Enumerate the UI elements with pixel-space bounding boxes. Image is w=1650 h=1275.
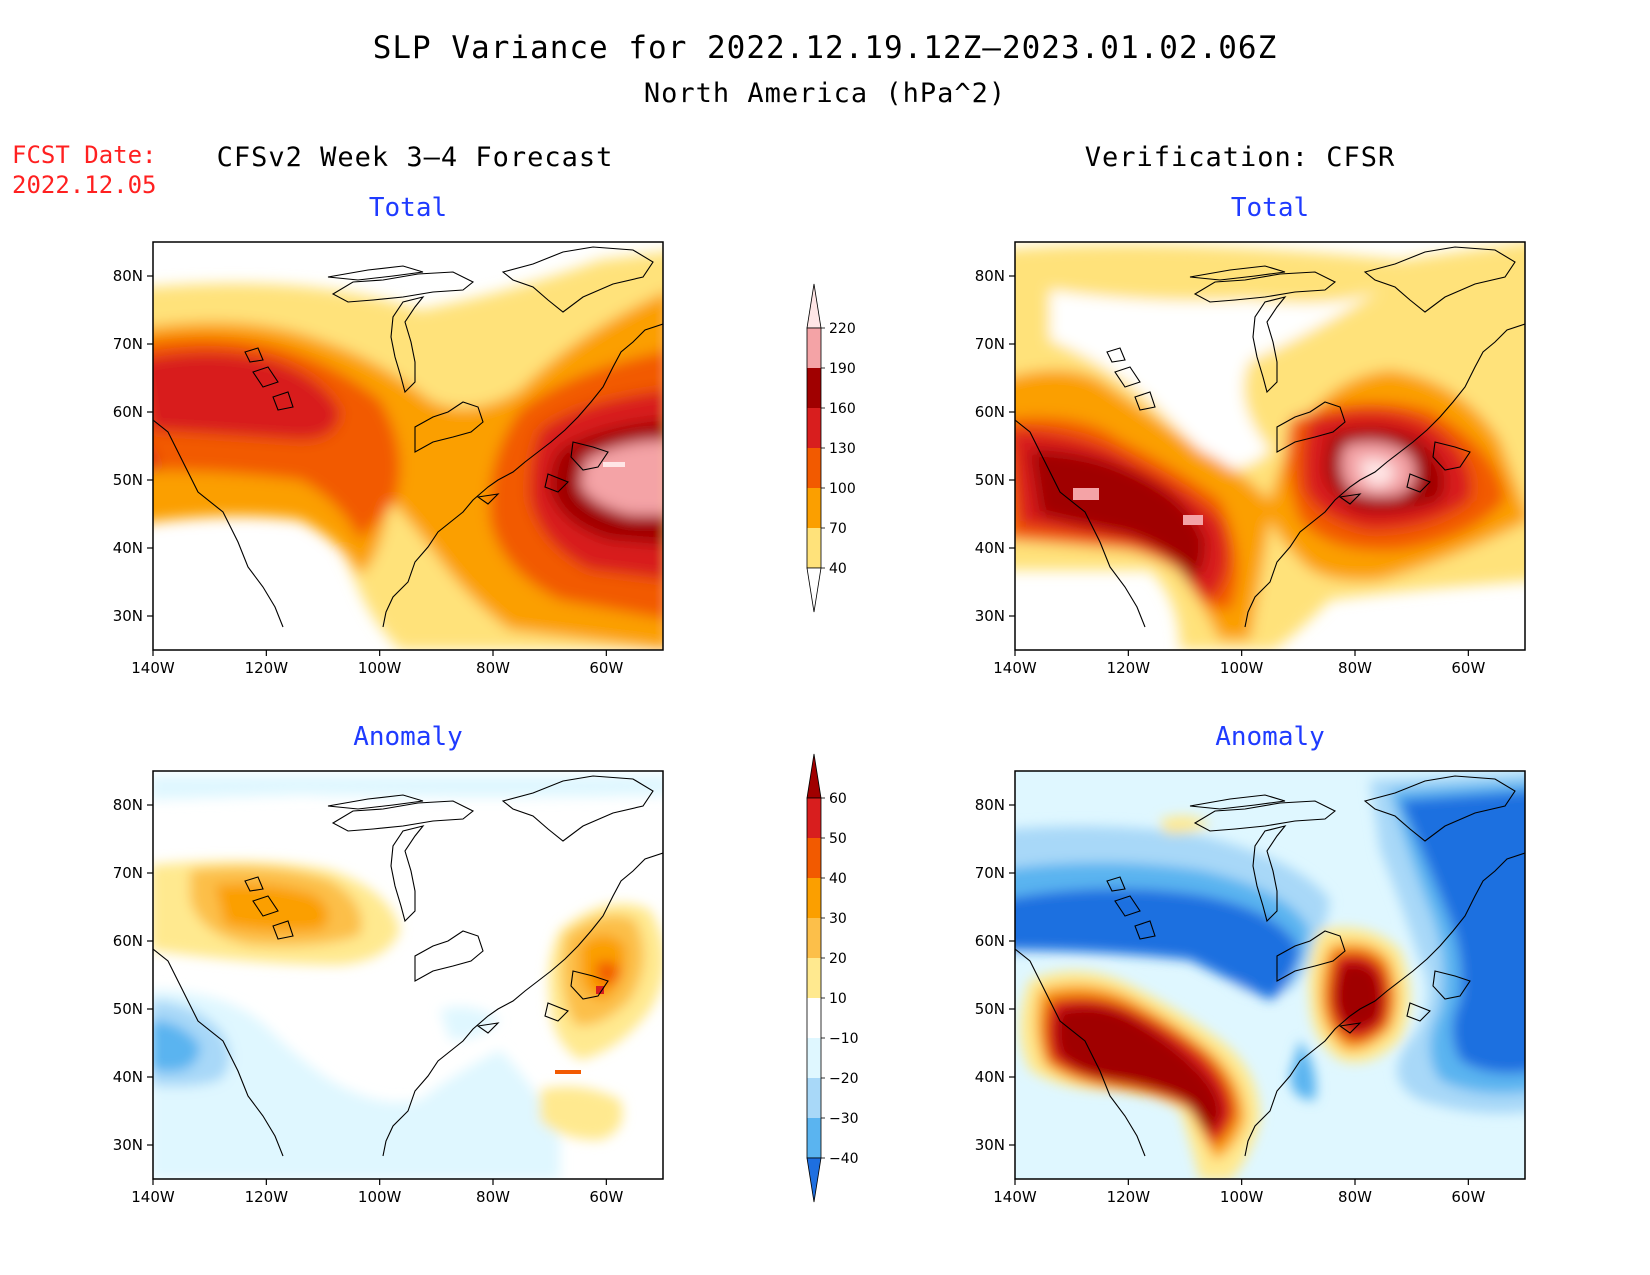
panel-title-verification-anomaly: Anomaly [1215,722,1325,752]
axes-layer: 80N 70N 60N 50N 40N 30N 140W 120W 100W 80W 60W 80N 7… [113,267,1486,1206]
lon-tick-label: 60W [589,659,623,677]
colorbar-segment [807,368,821,408]
lat-tick-label: 50N [113,1000,143,1018]
fcst-date-label: FCST Date: [12,141,157,169]
colorbar-level-label: 70 [829,521,847,537]
lat-tick-label: 60N [975,403,1005,421]
colorbar-level-label: −20 [829,1071,859,1087]
colorbar-anomaly: 60 50 40 30 20 10 −10 −20 −30 −40 [806,753,859,1203]
panel-title-forecast-total: Total [368,193,448,223]
lat-tick-label: 30N [113,607,143,625]
colorbar-level-label: −30 [829,1111,859,1127]
colorbar-segment [807,448,821,488]
lat-tick-label: 60N [113,932,143,950]
lon-tick-label: 100W [1220,1188,1264,1206]
colorbar-segment [807,1038,821,1078]
colorbar-level-label: 130 [829,441,856,457]
lon-tick-label: 120W [1107,1188,1151,1206]
colorbar-segment [807,878,821,918]
colorbar-segment [807,958,821,998]
lat-tick-label: 70N [975,864,1005,882]
lon-tick-label: 100W [358,1188,402,1206]
fcst-date-value: 2022.12.05 [12,171,157,199]
lon-tick-label: 120W [1107,659,1151,677]
colorbar-segment [807,408,821,448]
lat-tick-label: 30N [975,1136,1005,1154]
colorbar-level-label: 60 [829,791,847,807]
colorbar-total: 220 190 160 130 100 70 40 [806,283,856,613]
lat-tick-label: 70N [113,864,143,882]
lat-tick-label: 50N [975,1000,1005,1018]
lon-tick-label: 140W [131,1188,175,1206]
lat-tick-label: 70N [975,335,1005,353]
lon-tick-label: 120W [245,659,289,677]
main-title: SLP Variance for 2022.12.19.12Z—2023.01.… [372,30,1278,66]
lat-tick-label: 30N [113,1136,143,1154]
forecast-column-header: CFSv2 Week 3—4 Forecast [216,142,614,173]
lat-tick-label: 40N [975,1068,1005,1086]
lon-tick-label: 140W [993,659,1037,677]
colorbar-level-label: 40 [829,871,847,887]
lon-tick-label: 80W [476,659,510,677]
colorbar-segment [807,1118,821,1158]
colorbar-level-label: 50 [829,831,847,847]
lon-tick-label: 60W [589,1188,623,1206]
colorbar-level-label: −10 [829,1031,859,1047]
colorbar-bottom-arrow [806,567,822,613]
colorbar-top-arrow [806,283,822,329]
lon-tick-label: 100W [1220,659,1264,677]
lat-tick-label: 60N [975,932,1005,950]
verification-anomaly-map [1014,770,1526,1180]
colorbar-level-label: 30 [829,911,847,927]
lat-tick-label: 50N [113,471,143,489]
lat-tick-label: 40N [113,539,143,557]
colorbar-segment [807,1078,821,1118]
lat-tick-label: 40N [113,1068,143,1086]
colorbar-level-label: 20 [829,951,847,967]
forecast-anomaly-map [152,770,664,1180]
colorbar-level-label: 190 [829,361,856,377]
main-subtitle: North America (hPa^2) [643,78,1007,109]
colorbar-level-label: 40 [829,561,847,577]
lon-tick-label: 140W [993,1188,1037,1206]
verification-column-header: Verification: CFSR [1084,142,1396,173]
lon-tick-label: 60W [1451,659,1485,677]
colorbar-bottom-arrow [806,1157,822,1203]
colorbar-level-label: 220 [829,321,856,337]
lat-tick-label: 60N [113,403,143,421]
forecast-total-map [152,241,664,651]
colorbar-segment [807,488,821,528]
lon-tick-label: 60W [1451,1188,1485,1206]
lon-tick-label: 80W [1338,659,1372,677]
lat-tick-label: 80N [975,796,1005,814]
lat-tick-label: 80N [113,267,143,285]
panel-title-verification-total: Total [1230,193,1310,223]
lon-tick-label: 100W [358,659,402,677]
lat-tick-label: 80N [113,796,143,814]
lon-tick-label: 80W [476,1188,510,1206]
colorbar-segment [807,838,821,878]
colorbar-level-label: 160 [829,401,856,417]
lon-tick-label: 140W [131,659,175,677]
colorbar-level-label: 10 [829,991,847,1007]
lat-tick-label: 70N [113,335,143,353]
verification-total-map [1014,241,1526,651]
colorbar-segment [807,798,821,838]
colorbar-level-label: 100 [829,481,856,497]
lat-tick-label: 30N [975,607,1005,625]
colorbar-segment [807,528,821,568]
colorbar-segment [807,918,821,958]
panel-title-forecast-anomaly: Anomaly [353,722,463,752]
colorbar-top-arrow [806,753,822,799]
colorbar-segment [807,328,821,368]
colorbar-segment [807,998,821,1038]
lat-tick-label: 80N [975,267,1005,285]
lat-tick-label: 50N [975,471,1005,489]
lat-tick-label: 40N [975,539,1005,557]
colorbar-level-label: −40 [829,1151,859,1167]
lon-tick-label: 80W [1338,1188,1372,1206]
lon-tick-label: 120W [245,1188,289,1206]
